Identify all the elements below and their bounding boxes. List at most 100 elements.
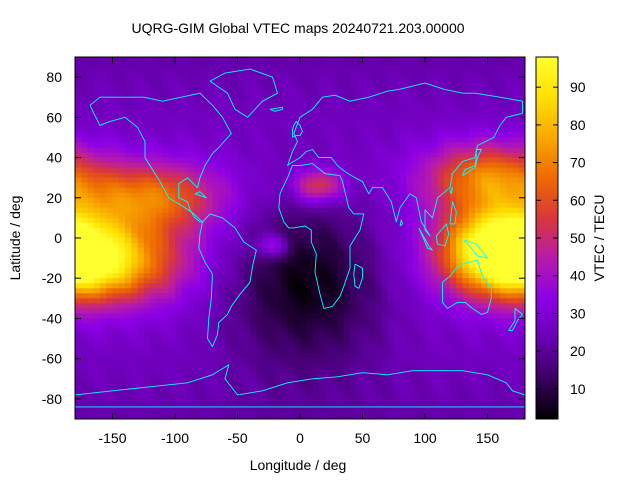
heatmap-cell — [456, 338, 464, 345]
heatmap-cell — [450, 232, 457, 239]
heatmap-cell — [500, 202, 507, 209]
heatmap-cell — [450, 248, 457, 254]
heatmap-cell — [281, 353, 289, 360]
heatmap-cell — [162, 127, 170, 134]
heatmap-cell — [443, 67, 451, 73]
heatmap-cell — [200, 72, 207, 78]
heatmap-cell — [275, 77, 282, 83]
heatmap-cell — [512, 222, 520, 229]
heatmap-cell — [400, 323, 407, 330]
heatmap-cell — [381, 318, 389, 325]
heatmap-cell — [256, 288, 264, 294]
heatmap-cell — [243, 112, 251, 118]
heatmap-cell — [518, 67, 525, 73]
heatmap-cell — [100, 353, 107, 360]
heatmap-cell — [81, 232, 89, 239]
heatmap-cell — [462, 202, 470, 209]
heatmap-cell — [343, 313, 351, 320]
heatmap-cell — [162, 388, 170, 395]
heatmap-cell — [437, 368, 445, 375]
heatmap-cell — [137, 112, 145, 118]
heatmap-cell — [431, 102, 439, 108]
heatmap-cell — [443, 393, 451, 400]
heatmap-cell — [262, 192, 270, 199]
heatmap-cell — [300, 62, 307, 68]
heatmap-cell — [337, 167, 345, 174]
heatmap-cell — [343, 288, 351, 294]
heatmap-cell — [175, 378, 182, 385]
heatmap-cell — [256, 278, 264, 284]
heatmap-cell — [443, 263, 451, 269]
heatmap-cell — [518, 283, 525, 289]
heatmap-cell — [450, 222, 457, 229]
heatmap-cell — [443, 338, 451, 345]
heatmap-cell — [400, 293, 407, 299]
heatmap-cell — [206, 283, 214, 289]
heatmap-cell — [468, 263, 476, 269]
heatmap-cell — [268, 388, 276, 395]
heatmap-cell — [368, 388, 376, 395]
heatmap-cell — [368, 127, 376, 134]
heatmap-cell — [493, 102, 501, 108]
heatmap-cell — [150, 187, 157, 194]
heatmap-cell — [493, 308, 501, 315]
heatmap-cell — [175, 77, 182, 83]
heatmap-cell — [81, 308, 89, 315]
heatmap-cell — [181, 137, 189, 144]
heatmap-cell — [225, 293, 232, 299]
heatmap-cell — [362, 112, 370, 118]
heatmap-cell — [431, 373, 439, 380]
heatmap-cell — [243, 363, 251, 370]
heatmap-cell — [287, 62, 295, 68]
heatmap-cell — [337, 202, 345, 209]
heatmap-cell — [168, 192, 176, 199]
heatmap-cell — [181, 323, 189, 330]
heatmap-cell — [337, 298, 345, 304]
heatmap-cell — [375, 388, 382, 395]
heatmap-cell — [325, 378, 332, 385]
heatmap-cell — [387, 117, 395, 123]
heatmap-cell — [137, 207, 145, 214]
heatmap-cell — [193, 288, 201, 294]
heatmap-cell — [387, 238, 395, 244]
heatmap-cell — [293, 308, 301, 315]
heatmap-cell — [137, 303, 145, 309]
heatmap-cell — [275, 333, 282, 340]
heatmap-cell — [356, 207, 364, 214]
heatmap-cell — [487, 318, 495, 325]
heatmap-cell — [287, 212, 295, 219]
heatmap-cell — [462, 127, 470, 134]
heatmap-cell — [193, 318, 201, 325]
heatmap-cell — [468, 202, 476, 209]
heatmap-cell — [200, 137, 207, 144]
heatmap-cell — [343, 107, 351, 113]
heatmap-cell — [281, 162, 289, 169]
heatmap-cell — [268, 288, 276, 294]
heatmap-cell — [300, 328, 307, 335]
heatmap-cell — [193, 298, 201, 304]
heatmap-cell — [100, 368, 107, 375]
heatmap-cell — [312, 72, 320, 78]
heatmap-cell — [318, 398, 326, 405]
heatmap-cell — [150, 57, 157, 63]
heatmap-cell — [81, 57, 89, 63]
heatmap-cell — [400, 348, 407, 355]
heatmap-cell — [256, 268, 264, 274]
heatmap-cell — [418, 82, 426, 88]
heatmap-cell — [137, 343, 145, 350]
heatmap-cell — [193, 222, 201, 229]
heatmap-cell — [306, 212, 314, 219]
heatmap-cell — [456, 217, 464, 224]
heatmap-cell — [118, 187, 126, 194]
heatmap-cell — [393, 97, 401, 103]
heatmap-cell — [275, 253, 282, 259]
heatmap-cell — [462, 298, 470, 304]
heatmap-cell — [325, 308, 332, 315]
heatmap-cell — [262, 127, 270, 134]
heatmap-cell — [168, 253, 176, 259]
heatmap-cell — [256, 77, 264, 83]
heatmap-cell — [412, 137, 420, 144]
heatmap-cell — [100, 177, 107, 184]
heatmap-cell — [125, 172, 132, 179]
heatmap-cell — [143, 268, 151, 274]
